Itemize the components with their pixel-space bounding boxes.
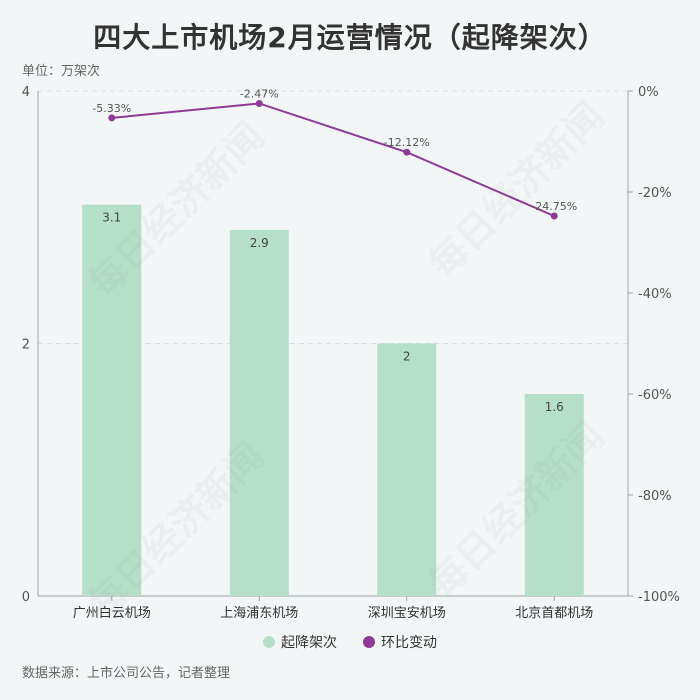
line-point [255,99,263,107]
y-right-tick-label: -80% [638,489,672,504]
bar [229,229,289,596]
y-right-tick-label: -40% [638,287,672,302]
legend: 起降架次 环比变动 [0,632,700,652]
y-right-tick-label: -20% [638,186,672,201]
line-point [108,114,116,122]
bar [377,343,437,596]
y-right-tick-label: 0% [638,85,659,100]
y-left-tick-label: 4 [22,85,30,100]
bar [82,204,142,596]
legend-item-bars[interactable]: 起降架次 [263,632,337,652]
legend-swatch-line [363,636,375,648]
bar-value-label: 2.9 [250,236,269,250]
x-tick-label: 广州白云机场 [73,605,151,621]
bar-value-label: 1.6 [545,400,564,414]
bar-value-label: 2 [403,350,411,364]
unit-label: 单位：万架次 [22,64,101,79]
x-tick-label: 上海浦东机场 [220,606,298,621]
line-point [550,212,558,220]
legend-label-bars: 起降架次 [281,635,337,651]
bar-value-label: 3.1 [102,211,121,225]
x-tick-label: 深圳宝安机场 [368,606,446,621]
line-value-label: -24.75% [531,200,577,213]
y-left-tick-label: 0 [22,590,30,605]
line-series [111,102,555,217]
bar [524,394,584,596]
y-left-tick-label: 2 [22,338,30,353]
line-point [403,148,411,156]
source-note: 数据来源：上市公司公告，记者整理 [22,666,231,681]
line-value-label: -5.33% [92,102,131,115]
x-tick-label: 北京首都机场 [515,606,593,621]
line-value-label: -2.47% [240,87,279,100]
legend-item-line[interactable]: 环比变动 [363,632,437,652]
legend-label-line: 环比变动 [381,635,437,651]
y-right-tick-label: -100% [638,590,680,605]
legend-swatch-bars [263,636,275,648]
y-right-tick-label: -60% [638,388,672,403]
line-value-label: -12.12% [384,136,430,149]
chart-title: 四大上市机场2月运营情况（起降架次） [93,21,607,54]
